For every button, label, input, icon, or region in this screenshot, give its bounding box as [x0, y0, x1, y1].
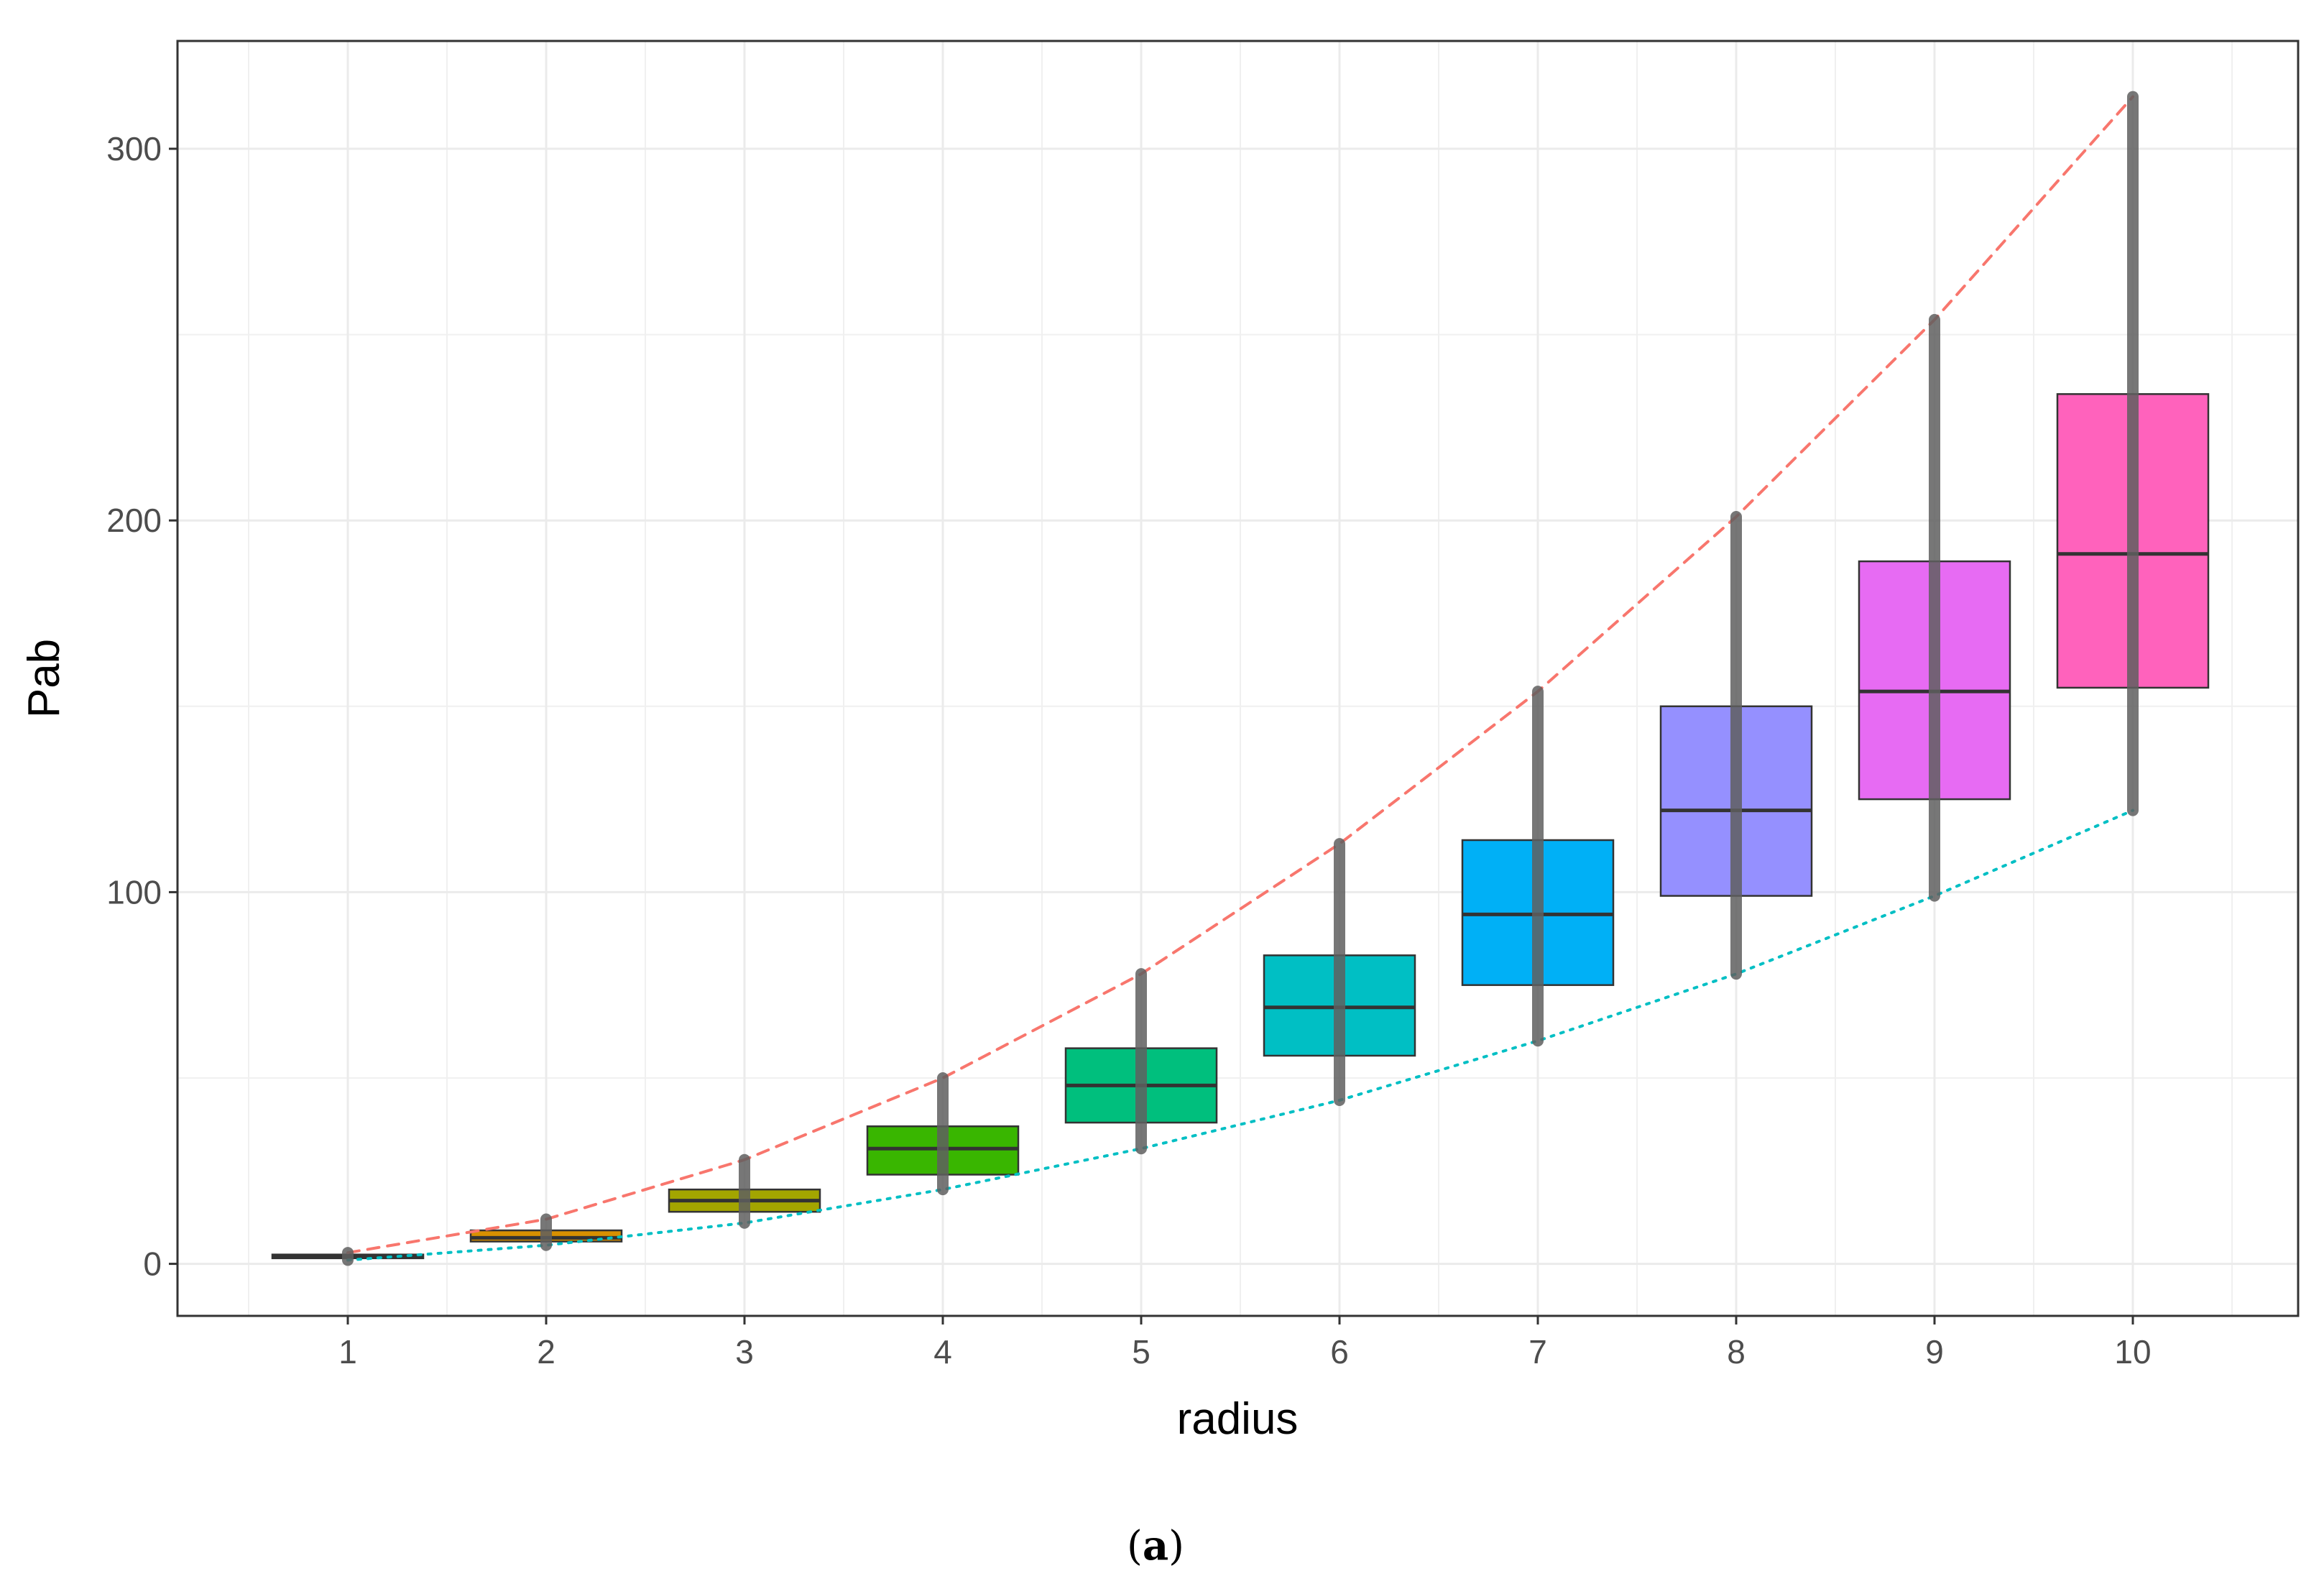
grid-minor — [177, 41, 2298, 1316]
x-axis: 1 2 3 4 5 6 7 8 9 10 — [338, 1316, 2152, 1370]
y-axis-title: Pab — [19, 639, 69, 718]
reference-lines — [346, 95, 2134, 1262]
y-tick-label: 200 — [106, 502, 162, 539]
y-tick-label: 0 — [143, 1245, 162, 1283]
x-tick-label: 5 — [1132, 1333, 1151, 1370]
whiskers-layer — [342, 91, 2139, 1266]
x-tick-label: 8 — [1727, 1333, 1746, 1370]
x-axis-title: radius — [1177, 1394, 1299, 1444]
caption-close-paren: ) — [1168, 1523, 1184, 1570]
x-tick-label: 2 — [537, 1333, 555, 1370]
x-tick-label: 7 — [1528, 1333, 1547, 1370]
figure-caption: (a) — [1127, 1522, 1184, 1570]
reference-line-upper — [346, 95, 2134, 1255]
y-tick-label: 100 — [106, 873, 162, 911]
reference-line-lower — [346, 808, 2134, 1262]
panel-border — [176, 40, 2300, 1317]
x-tick-label: 4 — [933, 1333, 952, 1370]
caption-letter: a — [1143, 1522, 1168, 1570]
x-tick-label: 10 — [2114, 1333, 2151, 1370]
x-tick-label: 3 — [735, 1333, 754, 1370]
x-tick-label: 1 — [338, 1333, 357, 1370]
y-tick-label: 300 — [106, 130, 162, 167]
x-tick-label: 9 — [1925, 1333, 1944, 1370]
caption-open-paren: ( — [1127, 1523, 1143, 1570]
y-axis: 0 100 200 300 — [106, 130, 177, 1283]
x-tick-label: 6 — [1330, 1333, 1349, 1370]
